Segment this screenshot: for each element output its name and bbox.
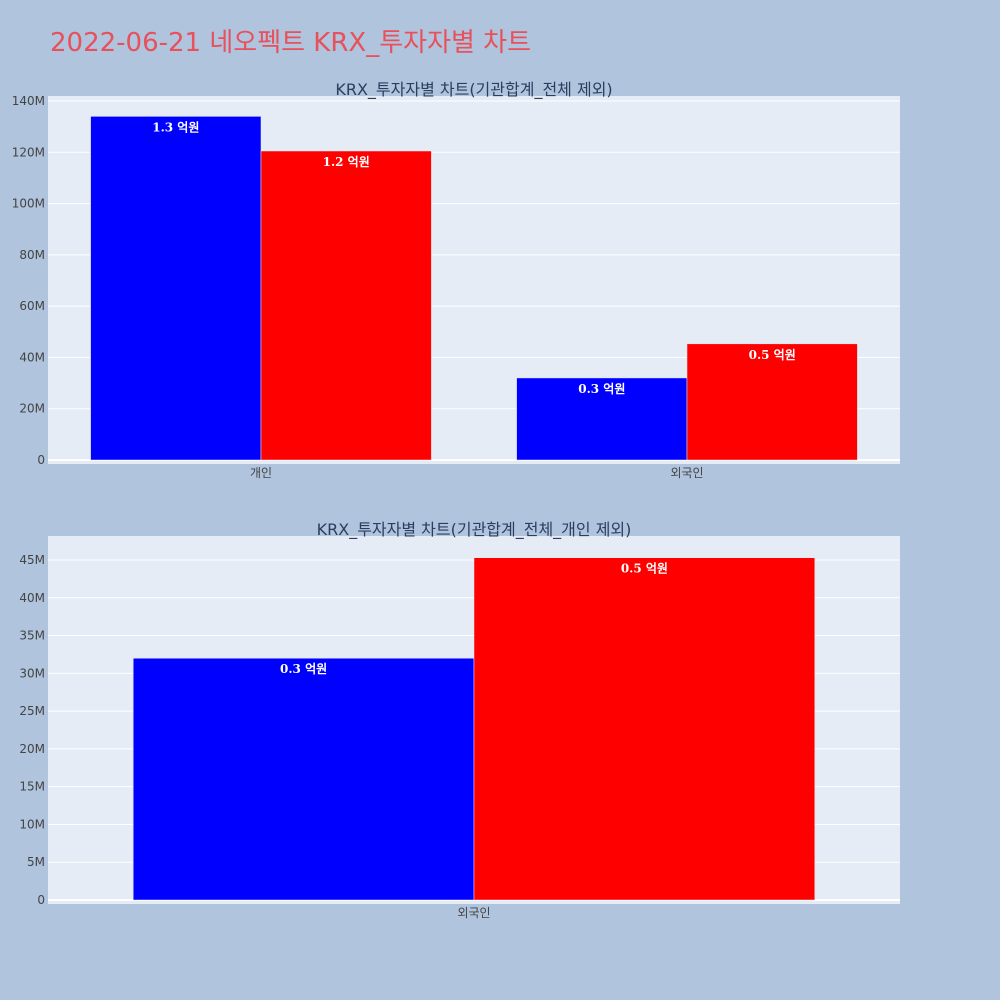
y-tick-label: 5M (27, 855, 45, 869)
y-tick-label: 120M (12, 145, 45, 159)
bar (90, 116, 262, 461)
y-tick-label: 0 (37, 893, 45, 907)
chart-title: KRX_투자자별 차트(기관합계_전체_개인 제외) (317, 520, 632, 540)
bar (132, 657, 475, 901)
bar-data-label: 1.2 억원 (323, 155, 370, 169)
y-tick-label: 25M (19, 704, 45, 718)
chart-title: KRX_투자자별 차트(기관합계_전체 제외) (335, 80, 612, 100)
page-title: 2022-06-21 네오펙트 KRX_투자자별 차트 (50, 28, 532, 58)
bar (516, 377, 688, 461)
y-tick-label: 40M (19, 350, 45, 364)
y-tick-label: 45M (19, 553, 45, 567)
y-tick-label: 40M (19, 591, 45, 605)
chart-2: 0 5M 10M 15M 20M 25M 30M 35M 40M 45M KRX_투자자별 차트(기… (19, 520, 900, 920)
y-tick-label: 30M (19, 666, 45, 680)
bar (473, 557, 816, 901)
bar (260, 150, 432, 461)
y-tick-label: 60M (19, 299, 45, 313)
bar-data-label: 1.3 억원 (152, 120, 199, 134)
y-tick-label: 140M (12, 94, 45, 108)
bar-data-label: 0.3 억원 (578, 382, 625, 396)
x-tick-label: 외국인 (670, 466, 703, 480)
y-tick-label: 0 (37, 453, 45, 467)
y-tick-label: 20M (19, 742, 45, 756)
y-tick-label: 10M (19, 817, 45, 831)
chart-1: 0 20M 40M 60M 80M 100M 120M 140M KRX_투자자별 차트(기관합… (12, 80, 900, 480)
bar (686, 343, 858, 461)
y-tick-label: 15M (19, 780, 45, 794)
x-tick-label: 개인 (250, 466, 272, 480)
y-tick-label: 35M (19, 629, 45, 643)
y-tick-label: 100M (12, 197, 45, 211)
y-tick-label: 80M (19, 248, 45, 262)
bar-data-label: 0.5 억원 (749, 348, 796, 362)
x-tick-label: 외국인 (457, 906, 490, 920)
y-tick-label: 20M (19, 402, 45, 416)
bar-data-label: 0.3 억원 (280, 662, 327, 676)
bar-data-label: 0.5 억원 (621, 562, 668, 576)
